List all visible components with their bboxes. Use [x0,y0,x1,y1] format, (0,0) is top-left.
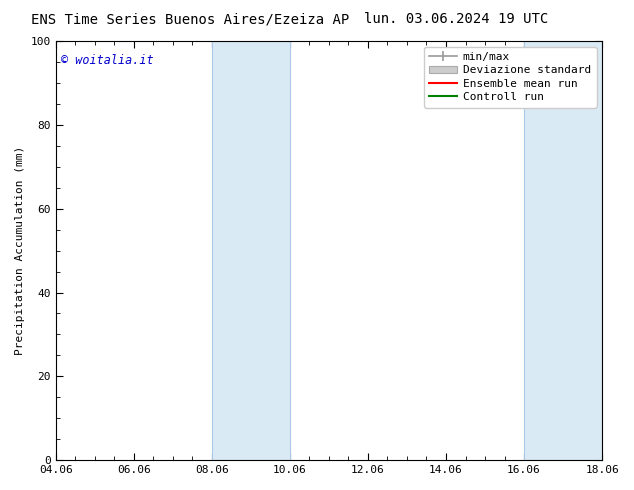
Bar [212,41,290,460]
Text: ENS Time Series Buenos Aires/Ezeiza AP: ENS Time Series Buenos Aires/Ezeiza AP [31,12,349,26]
Legend: min/max, Deviazione standard, Ensemble mean run, Controll run: min/max, Deviazione standard, Ensemble m… [424,47,597,108]
Y-axis label: Precipitation Accumulation (mm): Precipitation Accumulation (mm) [15,146,25,355]
Text: lun. 03.06.2024 19 UTC: lun. 03.06.2024 19 UTC [365,12,548,26]
Bar [524,41,602,460]
Text: © woitalia.it: © woitalia.it [61,53,154,67]
